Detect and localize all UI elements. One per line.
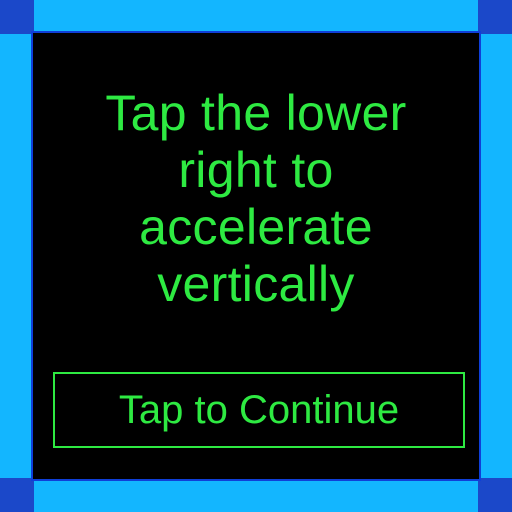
top-right-corner xyxy=(478,0,512,34)
left-border xyxy=(0,0,32,512)
instruction-line-4: vertically xyxy=(157,256,355,312)
right-border xyxy=(480,0,512,512)
instruction-message: Tap the lower right to accelerate vertic… xyxy=(33,85,479,313)
bottom-left-corner xyxy=(0,478,34,512)
top-border xyxy=(0,0,512,32)
top-left-corner xyxy=(0,0,34,34)
instruction-line-1: Tap the lower xyxy=(105,85,407,141)
instruction-line-2: right to xyxy=(178,142,334,198)
tap-to-continue-button[interactable]: Tap to Continue xyxy=(53,372,465,448)
instruction-panel: Tap the lower right to accelerate vertic… xyxy=(33,33,479,479)
bottom-border xyxy=(0,480,512,512)
instruction-line-3: accelerate xyxy=(139,199,373,255)
bottom-right-corner xyxy=(478,478,512,512)
